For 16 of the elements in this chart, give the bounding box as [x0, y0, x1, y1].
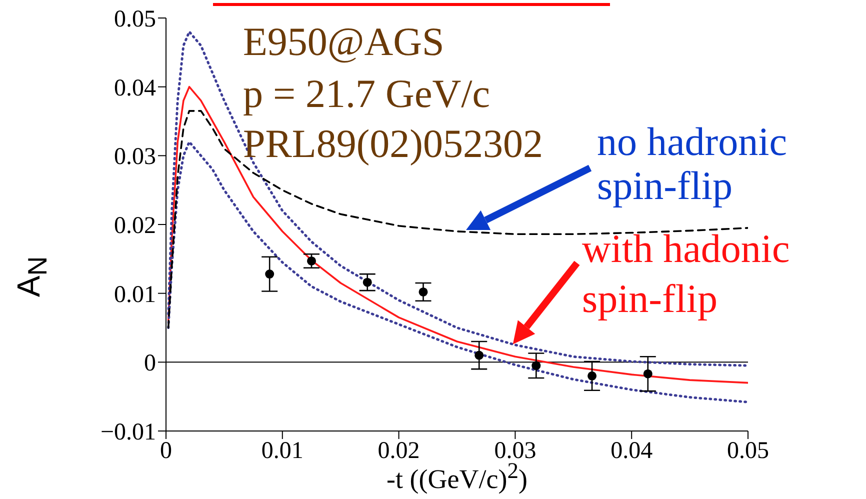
y-tick-label: 0.01: [114, 282, 156, 308]
annotation: p = 21.7 GeV/c: [243, 70, 490, 118]
x-tick-label: 0: [160, 438, 172, 464]
y-tick-label: 0.05: [114, 6, 156, 33]
x-tick-label: 0.04: [610, 438, 653, 464]
x-tick-label: 0.05: [727, 438, 769, 464]
y-tick-label: 0.02: [114, 213, 156, 240]
y-tick-label: 0: [144, 350, 156, 377]
x-tick-label: 0.01: [261, 438, 304, 464]
annotation: with hadonic spin-flip: [582, 225, 791, 323]
annotation: E950@AGS: [243, 18, 444, 66]
annotation: no hadronic spin-flip: [597, 119, 788, 208]
y-tick-label: 0.04: [114, 75, 156, 102]
annotation: PRL89(02)052302: [243, 120, 543, 168]
y-tick-label: 0.03: [114, 144, 156, 170]
y-tick-label: −0.01: [100, 420, 156, 446]
